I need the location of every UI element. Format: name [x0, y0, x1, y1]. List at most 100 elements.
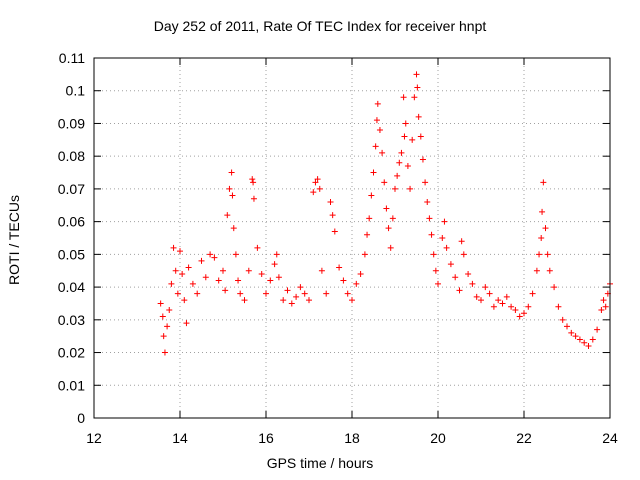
data-point [598, 307, 605, 313]
data-point [452, 274, 459, 281]
data-point [275, 274, 282, 281]
data-point [430, 251, 437, 258]
data-point [417, 133, 424, 140]
data-point [482, 284, 489, 291]
data-point [401, 133, 408, 140]
data-point [600, 297, 607, 304]
data-point [447, 261, 454, 268]
x-tick-label: 12 [86, 430, 102, 446]
data-point [177, 248, 183, 255]
data-point [316, 185, 323, 192]
data-point [254, 244, 261, 251]
data-point [533, 267, 540, 274]
data-point [329, 212, 336, 219]
data-point [250, 179, 257, 186]
data-point [602, 303, 609, 310]
data-point [245, 267, 252, 274]
data-point [157, 300, 164, 307]
chart-title: Day 252 of 2011, Rate Of TEC Index for r… [153, 18, 487, 34]
data-point [230, 225, 237, 232]
y-tick-label: 0.11 [59, 50, 85, 66]
data-point [389, 215, 396, 222]
data-point [250, 195, 257, 202]
data-point [585, 343, 592, 349]
data-point [174, 290, 181, 297]
data-point [529, 290, 536, 297]
x-tick-label: 16 [258, 430, 274, 446]
grid-lines [94, 58, 610, 418]
data-point [568, 329, 575, 336]
data-point [572, 333, 579, 340]
data-point [164, 323, 171, 330]
data-point [407, 185, 414, 192]
data-point [263, 290, 269, 297]
data-point [357, 271, 364, 277]
data-point [589, 336, 596, 343]
data-point [370, 169, 377, 176]
data-point [232, 251, 239, 258]
data-point [229, 192, 236, 199]
data-point [465, 271, 472, 277]
data-point [306, 297, 312, 304]
data-point [226, 185, 233, 192]
data-point [312, 179, 319, 186]
data-point [422, 179, 429, 186]
data-point [490, 303, 497, 310]
data-point [183, 320, 190, 327]
y-tick-label: 0.02 [58, 345, 85, 361]
data-point [288, 300, 295, 307]
data-point [297, 284, 304, 291]
data-point [542, 225, 549, 232]
data-point [414, 84, 421, 91]
x-tick-label: 14 [172, 430, 188, 446]
data-point [194, 290, 201, 297]
data-point [273, 251, 280, 258]
data-point [267, 277, 274, 284]
tick-labels: 12 14 16 18 20 22 24 0 0.01 0.02 0.03 0.04 0.05 0.06 0… [58, 50, 618, 446]
data-point [376, 127, 383, 133]
data-point [503, 293, 510, 300]
data-point [398, 149, 405, 156]
data-points [157, 71, 613, 356]
data-point [538, 235, 545, 241]
data-point [271, 261, 278, 268]
data-point [383, 205, 390, 212]
data-point [469, 280, 476, 287]
x-tick-label: 22 [516, 430, 532, 446]
y-tick-label: 0.07 [58, 181, 85, 197]
data-point [161, 349, 168, 356]
data-point [166, 307, 173, 313]
data-point [396, 159, 403, 166]
axis-ticks [93, 57, 611, 419]
data-point [426, 215, 433, 222]
data-point [460, 251, 467, 258]
data-point [314, 176, 321, 183]
data-point [368, 192, 375, 199]
data-point [385, 225, 392, 232]
data-point [198, 257, 205, 264]
data-point [456, 287, 463, 294]
data-point [224, 212, 231, 219]
y-tick-label: 0.08 [58, 148, 85, 164]
data-point [432, 267, 439, 274]
data-point [516, 313, 523, 320]
data-point [411, 94, 418, 101]
data-point [293, 293, 300, 300]
data-point [402, 120, 409, 127]
x-tick-label: 24 [602, 430, 618, 446]
data-point [361, 251, 368, 258]
data-point [594, 326, 601, 333]
data-point [364, 231, 371, 238]
y-tick-label: 0.09 [58, 115, 85, 131]
data-point [439, 235, 446, 241]
data-point [284, 287, 291, 294]
data-point [211, 254, 218, 261]
data-point [521, 310, 527, 317]
data-point [179, 271, 186, 277]
y-tick-label: 0.05 [58, 246, 85, 262]
data-point [336, 264, 343, 271]
data-point [349, 297, 355, 304]
data-point [258, 271, 265, 277]
data-point [318, 267, 325, 274]
